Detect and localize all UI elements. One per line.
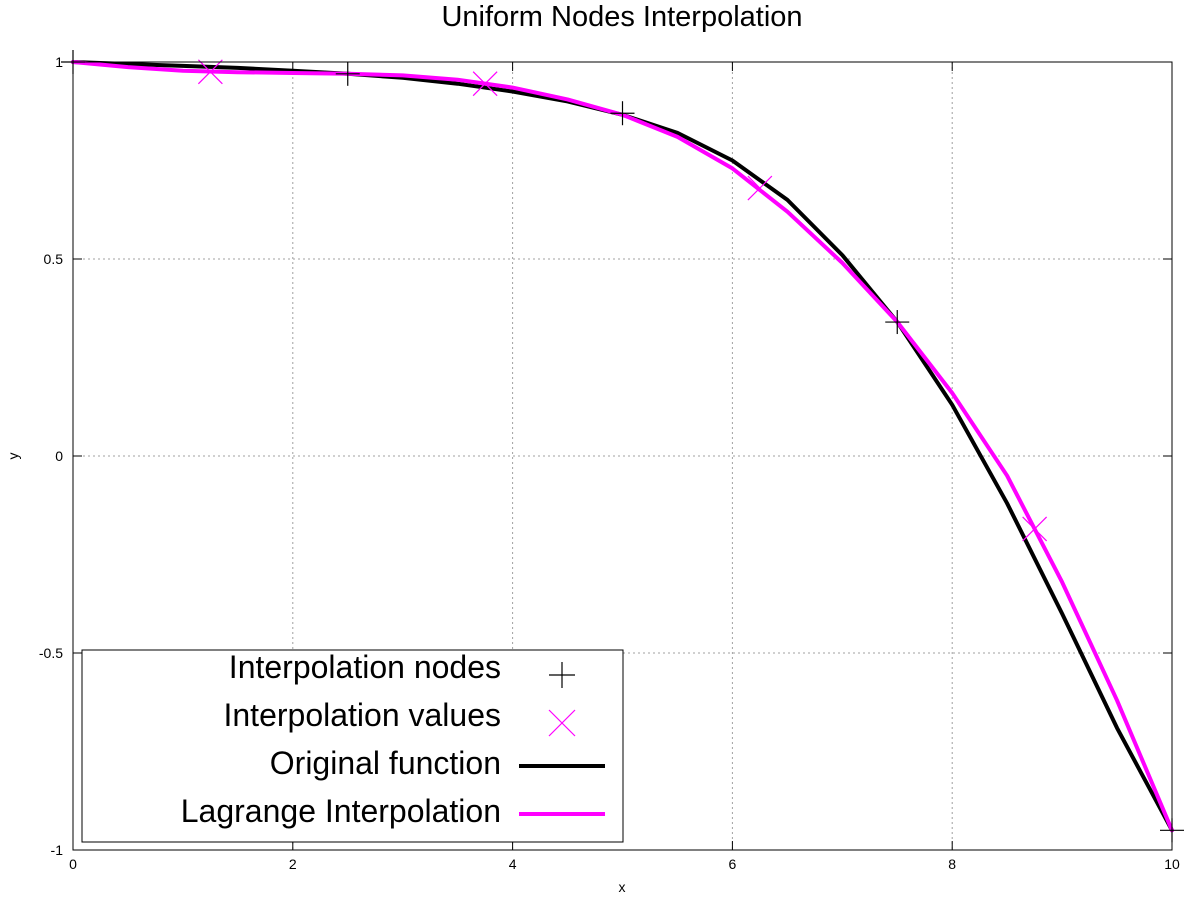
data-point-interpolation-values [197, 59, 223, 85]
data-point-interpolation-values-b [197, 59, 223, 85]
y-tick-label: -1 [51, 842, 64, 858]
chart-title: Uniform Nodes Interpolation [441, 1, 802, 33]
plot-series [61, 50, 1184, 843]
legend-sample-interpolation-values [548, 709, 576, 737]
legend-box [81, 649, 624, 843]
legend-sample-interpolation-values-b [548, 709, 576, 737]
data-point-interpolation-nodes [335, 61, 360, 86]
data-point-interpolation-values [1022, 516, 1048, 542]
x-tick-label: 4 [509, 856, 517, 872]
x-tick-label: 6 [729, 856, 737, 872]
x-tick-label: 2 [289, 856, 297, 872]
y-tick-label: 0 [55, 448, 63, 464]
data-point-interpolation-values-b [747, 175, 773, 201]
data-point-interpolation-nodes [610, 101, 635, 126]
legend-label: Interpolation values [223, 697, 501, 733]
legend: Interpolation nodes Interpolation values O… [81, 649, 624, 843]
data-point-interpolation-values-b [472, 71, 498, 97]
data-point-interpolation-nodes [885, 310, 910, 335]
legend-label: Original function [270, 745, 501, 781]
legend-sample-interpolation-nodes [549, 662, 575, 688]
x-axis-title: x [619, 879, 626, 895]
y-tick-label: -0.5 [39, 645, 63, 661]
data-point-interpolation-values-b [1022, 516, 1048, 542]
y-tick-label: 1 [55, 54, 63, 70]
axis-ticks: 0 2 4 6 8 10 -1 -0.5 0 0.5 1 [39, 54, 1180, 872]
legend-label: Lagrange Interpolation [181, 793, 501, 829]
legend-label: Interpolation nodes [229, 649, 501, 685]
data-point-interpolation-values [472, 71, 498, 97]
x-tick-label: 10 [1164, 856, 1180, 872]
y-tick-label: 0.5 [44, 251, 64, 267]
x-tick-label: 8 [948, 856, 956, 872]
data-point-interpolation-values [747, 175, 773, 201]
y-axis-title: y [5, 453, 21, 460]
x-tick-label: 0 [69, 856, 77, 872]
